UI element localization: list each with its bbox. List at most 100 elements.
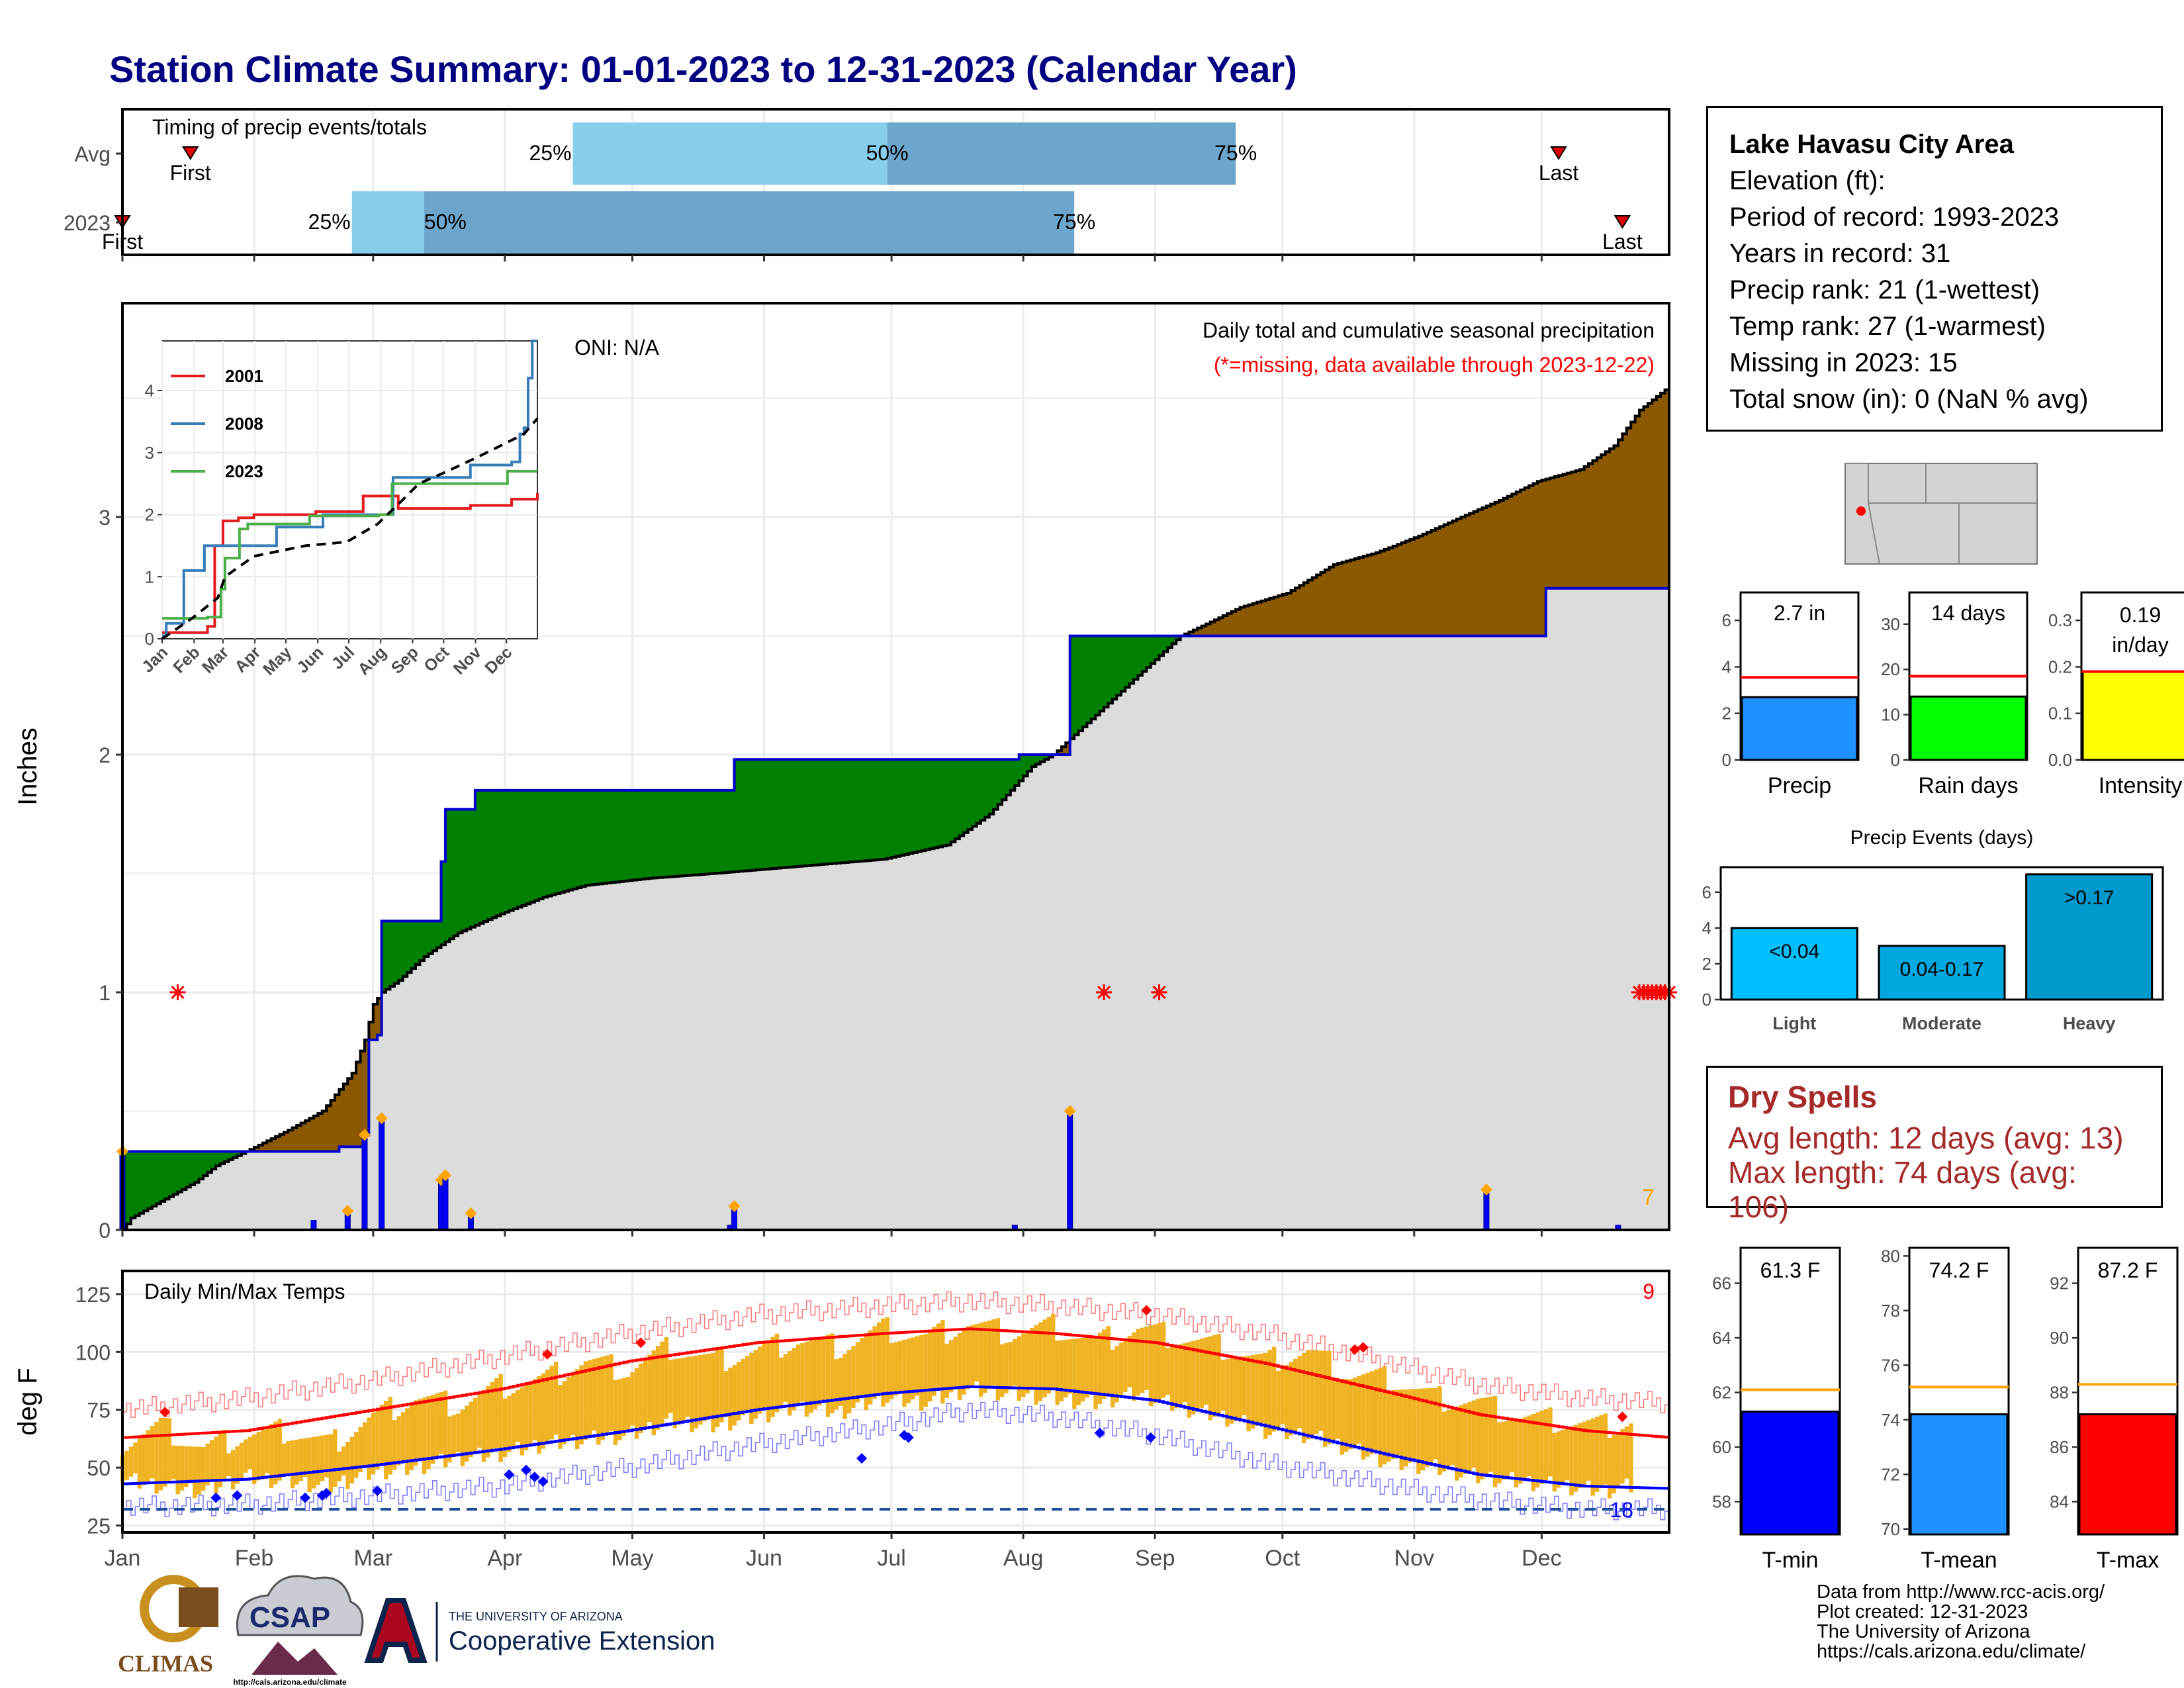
daily-temp-bar [1314, 1350, 1319, 1434]
temp-bar-ytick-label: 92 [2050, 1274, 2069, 1293]
precip-common-area [122, 588, 1669, 1230]
daily-temp-bar [235, 1446, 240, 1484]
event-bar [2025, 873, 2154, 1001]
daily-temp-bar [1501, 1421, 1506, 1480]
temp-bar-ytick-label: 64 [1712, 1328, 1731, 1348]
daily-temp-bar [1429, 1387, 1433, 1464]
daily-precip-bar [1067, 1111, 1073, 1231]
daily-precip-bar [1483, 1189, 1490, 1231]
daily-temp-bar [1480, 1397, 1484, 1479]
daily-temp-bar [630, 1372, 635, 1426]
daily-temp-bar [1234, 1358, 1238, 1421]
daily-temp-bar [201, 1447, 206, 1491]
daily-temp-bar [1293, 1358, 1298, 1432]
daily-temp-bar [528, 1382, 533, 1446]
daily-temp-bar [1620, 1429, 1625, 1484]
daily-temp-bar [995, 1318, 1000, 1401]
daily-temp-bar [1259, 1353, 1264, 1423]
daily-temp-bar [651, 1350, 656, 1436]
record-cold-marker [856, 1453, 868, 1464]
last-marker [1550, 146, 1567, 160]
hot-count-label: 9 [1643, 1280, 1655, 1303]
daily-temp-bar [694, 1355, 699, 1429]
daily-temp-bar [940, 1320, 945, 1404]
temp-bar-label: T-mean [1921, 1548, 1997, 1573]
temp-bar-value-label: 61.3 F [1760, 1258, 1821, 1282]
temp-ytick-label: 25 [87, 1515, 111, 1538]
daily-temp-bar [311, 1436, 316, 1489]
daily-temp-bar [1344, 1379, 1349, 1452]
daily-temp-bar [783, 1354, 788, 1402]
summary-ytick-label: 0 [1891, 750, 1900, 770]
temp-ylabel: deg F [13, 1368, 42, 1435]
daily-temp-bar [486, 1385, 490, 1458]
daily-temp-bar [426, 1396, 431, 1470]
daily-temp-bar [447, 1416, 452, 1463]
daily-temp-bar [1565, 1428, 1570, 1481]
temp-ytick-label: 125 [75, 1283, 111, 1307]
daily-temp-bar [362, 1422, 367, 1467]
daily-temp-bar [621, 1378, 626, 1436]
daily-temp-bar [813, 1338, 817, 1410]
daily-temp-bar [150, 1426, 155, 1479]
daily-temp-bar [1403, 1389, 1408, 1467]
temp-bar-ytick-label: 66 [1712, 1274, 1731, 1293]
precip-ytick-label: 1 [99, 981, 111, 1005]
summary-ytick-label: 20 [1881, 659, 1900, 679]
daily-temp-bar [328, 1434, 333, 1493]
daily-temp-bar [881, 1318, 886, 1407]
temp-bar-ytick-label: 58 [1712, 1492, 1731, 1512]
temp-bar-ytick-label: 80 [1881, 1246, 1900, 1266]
daily-temp-bar [839, 1358, 843, 1406]
temp-ytick-label: 75 [87, 1399, 111, 1423]
daily-temp-bar [1369, 1371, 1374, 1454]
climas-logo-text: CLIMAS [118, 1650, 213, 1677]
daily-temp-bar [1246, 1355, 1251, 1432]
daily-temp-bar [1399, 1389, 1404, 1470]
summary-value-label: 14 days [1931, 601, 2005, 625]
daily-temp-bar [626, 1376, 631, 1431]
daily-temp-bar [1582, 1421, 1586, 1485]
daily-temp-bar [842, 1354, 847, 1419]
daily-temp-bar [1004, 1342, 1009, 1393]
month-label: Jan [105, 1546, 141, 1571]
daily-temp-bar [502, 1398, 508, 1458]
daily-temp-bar [1242, 1356, 1247, 1416]
daily-temp-bar [193, 1446, 197, 1499]
daily-temp-bar [897, 1340, 903, 1392]
timing-bar-50-75 [887, 122, 1236, 185]
daily-temp-bar [1165, 1348, 1170, 1395]
daily-temp-bar [936, 1323, 941, 1391]
daily-temp-bar [1089, 1336, 1094, 1394]
daily-temp-bar [477, 1393, 482, 1448]
month-label: Aug [1003, 1546, 1044, 1571]
daily-temp-bar [1573, 1425, 1578, 1492]
csap-cloud-icon [236, 1575, 364, 1636]
daily-temp-bar [974, 1324, 979, 1382]
daily-temp-bar [830, 1333, 835, 1413]
daily-temp-bar [991, 1319, 996, 1386]
daily-temp-bar [286, 1440, 291, 1474]
info-missing: Missing in 2023: 15 [1729, 348, 1958, 377]
daily-temp-bar [1059, 1340, 1064, 1401]
daily-temp-bar [562, 1381, 567, 1444]
daily-temp-bar [133, 1442, 138, 1474]
daily-temp-bar [265, 1427, 269, 1474]
daily-temp-bar [613, 1380, 618, 1445]
daily-temp-bar [702, 1354, 707, 1421]
normal-max-line [122, 1327, 1670, 1439]
pct25-label: 25% [529, 141, 572, 165]
daily-temp-bar [978, 1323, 983, 1397]
month-label: May [611, 1546, 653, 1571]
missing-day-marker [1096, 984, 1113, 1001]
daily-temp-bar [932, 1327, 936, 1396]
daily-temp-bar [672, 1359, 678, 1429]
timing-bar-50-75 [424, 191, 1075, 254]
daily-precip-marker [1480, 1183, 1492, 1196]
daily-temp-bar [367, 1417, 371, 1480]
daily-temp-bar [1220, 1360, 1226, 1411]
daily-temp-bar [711, 1352, 715, 1432]
inset-ytick-label: 0 [145, 629, 154, 649]
month-label: Dec [1522, 1546, 1561, 1571]
daily-temp-bar [723, 1371, 729, 1417]
